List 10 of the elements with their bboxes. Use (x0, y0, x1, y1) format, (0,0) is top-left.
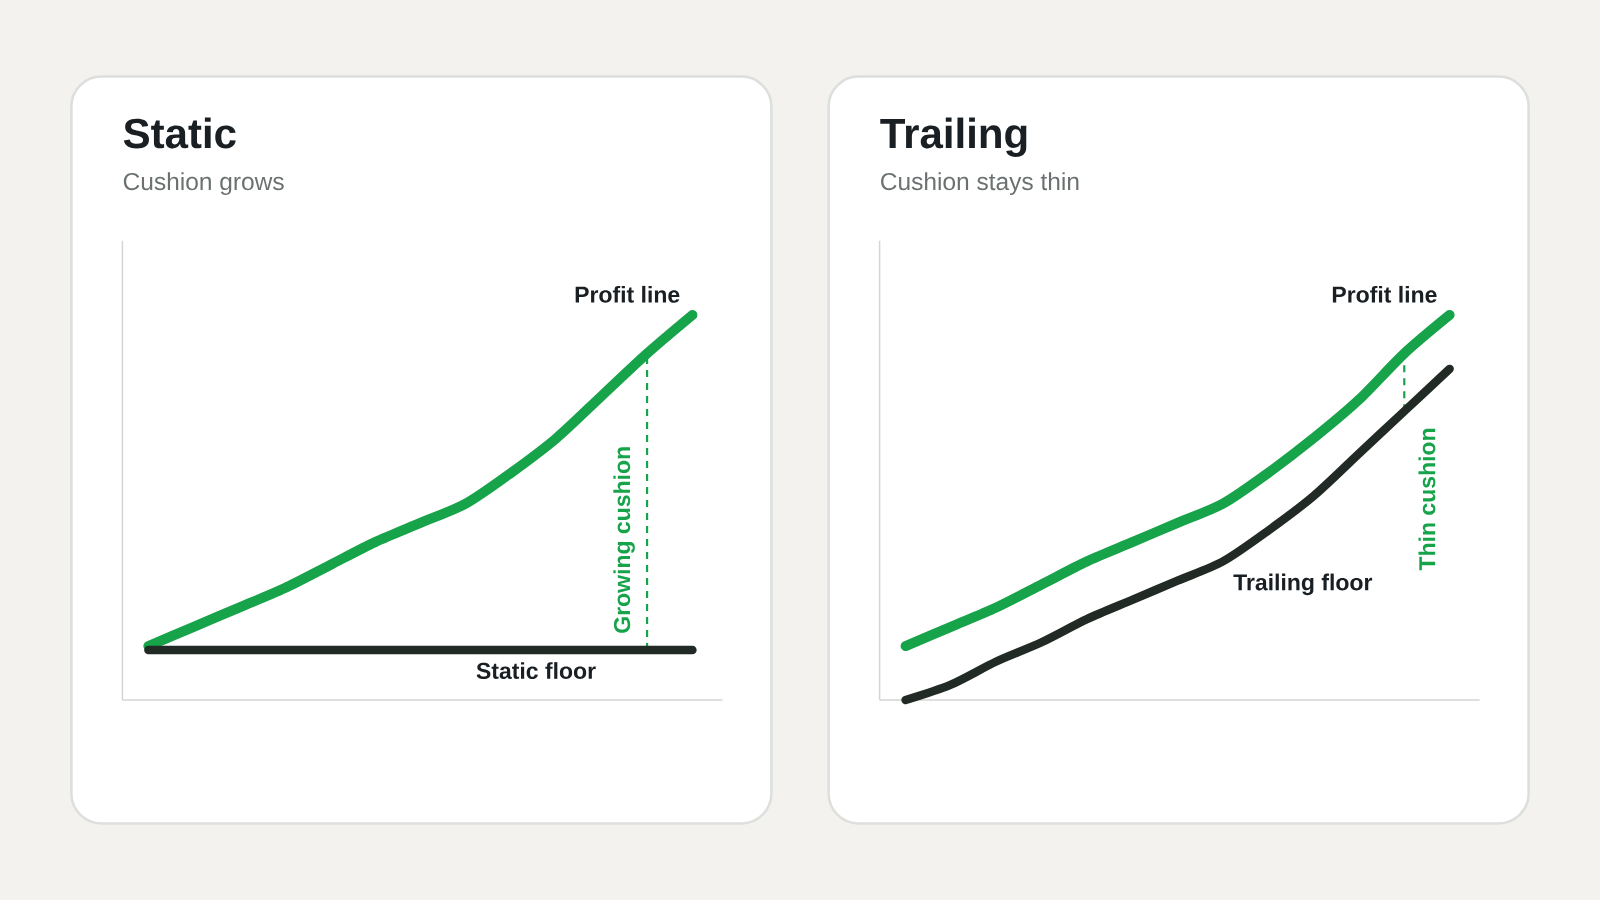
series-label: Profit line (1332, 285, 1437, 303)
chart-title: Static (123, 117, 236, 149)
chart-subtitle: Cushion stays thin (881, 172, 1079, 196)
series-label: Trailing floor (1233, 573, 1373, 596)
chart-subtitle: Cushion grows (123, 172, 284, 196)
series-label: Profit line (575, 285, 680, 303)
annotation: Thin cushion (1418, 428, 1436, 571)
chart-title: Trailing (880, 117, 1027, 157)
series-label: Static floor (476, 662, 596, 680)
annotation: Growing cushion (613, 447, 635, 633)
